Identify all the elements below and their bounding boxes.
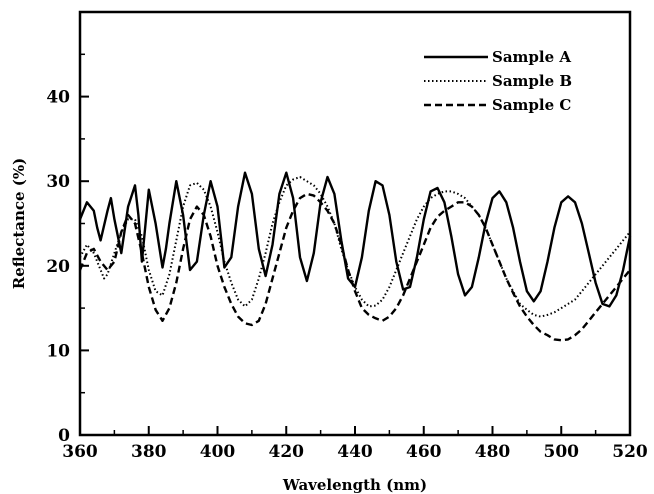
series-line-1 xyxy=(78,171,632,308)
y-axis-title: Reflectance (%) xyxy=(10,158,28,290)
y-tick-label: 20 xyxy=(46,257,70,277)
series-line-3 xyxy=(78,192,631,342)
x-tick-label: 460 xyxy=(406,442,442,462)
x-tick-label: 400 xyxy=(200,442,236,462)
y-tick-label: 30 xyxy=(46,172,70,192)
x-tick-label: 500 xyxy=(544,442,580,462)
legend-label: Sample A xyxy=(492,48,571,66)
y-tick-label: 10 xyxy=(46,341,70,361)
x-tick-label: 360 xyxy=(62,442,98,462)
x-tick-label: 440 xyxy=(337,442,373,462)
series-line-2 xyxy=(79,176,631,318)
x-tick-label: 520 xyxy=(612,442,648,462)
y-tick-label: 40 xyxy=(46,88,70,108)
ticks-layer: 360 380 400 420 440 460 480 500 520 0 10 20 30 40 xyxy=(46,53,648,462)
x-axis-title: Wavelength (nm) xyxy=(282,476,427,494)
series-layer xyxy=(78,171,632,342)
x-tick-label: 420 xyxy=(269,442,305,462)
x-tick-label: 380 xyxy=(131,442,167,462)
legend-label: Sample C xyxy=(492,96,571,114)
legend: Sample A Sample B Sample C xyxy=(424,48,572,114)
legend-label: Sample B xyxy=(492,72,572,90)
x-tick-label: 480 xyxy=(475,442,511,462)
y-tick-label: 0 xyxy=(58,426,70,446)
